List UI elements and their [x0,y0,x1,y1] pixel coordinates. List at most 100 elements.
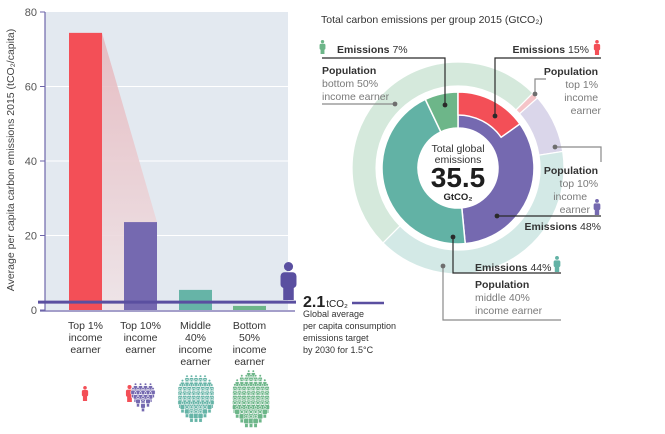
target-value-label: 2.1tCO₂ [303,294,348,311]
label-emissions-heading: Emissions [513,44,566,56]
x-category-label-line: 50% [239,332,260,344]
person-icon [234,405,240,419]
label-emissions-value: 44% [528,262,552,274]
x-category-label-line: earner [125,344,156,356]
label-population-line: earner [560,204,591,216]
center-label-line2: emissions [435,154,482,166]
target-unit: tCO₂ [326,299,348,310]
outer-slice-middle-40-income-earner [382,150,565,275]
label-middle40-emissions: Emissions 44% [475,262,551,274]
person-icon [179,401,186,414]
target-value: 2.1 [303,294,325,311]
x-category-label-top-10: Top 10% income earner [120,320,161,356]
target-description: Global average per capita consumption em… [303,309,399,355]
x-category-label-middle-40: Middle 40% income earner [179,320,213,368]
label-population-line: top 10% [560,178,599,190]
label-bottom50-emissions: Emissions 7% [337,44,408,56]
crowd-icon-top-10 [125,382,156,412]
label-bottom50-population: Population bottom 50% income earner [322,65,390,103]
leader-dot [442,102,448,108]
y-tick-label: 20 [25,231,37,243]
x-category-label-line: earner [70,344,101,356]
donut-title: Total carbon emissions per group 2015 (G… [321,14,543,26]
person-icon [257,410,264,424]
x-category-label-line: Top 10% [120,320,161,332]
person-icon [140,400,146,412]
crowd-icon-top-1 [81,386,89,401]
x-category-label-line: Bottom [233,320,267,332]
label-emissions-value: 7% [390,44,408,56]
x-category-label-line: income [124,332,158,344]
person-icon [206,401,213,414]
target-description-line: emissions target [303,333,369,343]
crowd-icon-bottom-50 [232,369,270,428]
label-top1-population: Population top 1% income earner [544,66,602,117]
label-middle40-population: Population middle 40% income earner [475,279,543,317]
label-population-line: top 1% [565,79,598,91]
x-category-label-line: Top 1% [68,320,103,332]
person-icon [81,386,89,401]
donut-annotations: Emissions 7% Population bottom 50% incom… [322,44,601,317]
label-population-heading: Population [322,65,376,77]
label-emissions-value: 48% [577,221,601,233]
leader-line-middle40-emissions [452,237,561,274]
leader-dot [552,144,558,150]
person-icon [252,414,259,428]
person-icon-middle-40 [553,256,561,272]
label-emissions-heading: Emissions [337,44,390,56]
x-category-label-bottom-50: Bottom 50% income earner [233,320,267,368]
label-population-line: earner [571,105,602,117]
donut-center-label: Total global emissions 35.5 GtCO₂ [431,143,486,203]
label-population-line: income earner [322,91,390,103]
x-category-label-line: earner [180,356,211,368]
person-icon [193,409,199,423]
label-population-line: bottom 50% [322,78,378,90]
leader-dot [532,91,538,97]
y-axis-label: Average per capita carbon emissions 2015… [5,29,17,291]
label-top10-emissions: Emissions 48% [525,221,601,233]
y-tick-label: 60 [25,82,37,94]
label-population-heading: Population [475,279,529,291]
y-tick-label: 40 [25,156,37,168]
y-tick-label: 0 [31,305,37,317]
label-top10-population: Population top 10% income earner [544,165,601,216]
x-category-label-line: Middle [180,320,211,332]
x-category-label-line: income [233,344,267,356]
label-emissions-heading: Emissions [525,221,578,233]
leader-line-bottom50-emissions [322,57,446,105]
leader-line-top10-population [555,146,602,162]
leader-line-middle40-population [442,266,561,321]
center-label-line1: Total global [431,143,484,155]
person-icon-bottom-50 [319,40,326,54]
leader-dot [492,113,498,119]
label-population-line: income [553,191,587,203]
person-icon [184,405,190,418]
bar-top-1 [69,32,102,311]
label-population-line: middle 40% [475,292,530,304]
label-population-heading: Population [544,66,598,78]
person-icon [202,405,208,418]
person-icon [197,409,204,423]
target-person-icon [280,262,297,300]
legend-person-icons [319,40,601,272]
person-icon [248,414,254,428]
x-category-label-line: income [179,344,213,356]
person-icon [145,395,151,408]
inner-slice-middle-40-income-earner [381,98,467,245]
bar-middle-40 [179,289,212,310]
target-description-line: per capita consumption [303,321,396,331]
crowd-icon-middle-40 [177,374,215,423]
target-description-line: Global average [303,309,364,319]
person-icon-top-10 [593,199,601,215]
label-population-line: income earner [475,305,543,317]
leader-dot [494,213,500,219]
person-icon [135,395,141,408]
leader-line-top1-population [534,78,546,94]
x-category-label-line: 40% [185,332,206,344]
group-crowd-icons [81,369,270,428]
label-top1-emissions: Emissions 15% [513,44,589,56]
y-tick-label: 80 [25,7,37,19]
bar-top-10 [124,222,157,310]
person-icon [150,387,156,398]
